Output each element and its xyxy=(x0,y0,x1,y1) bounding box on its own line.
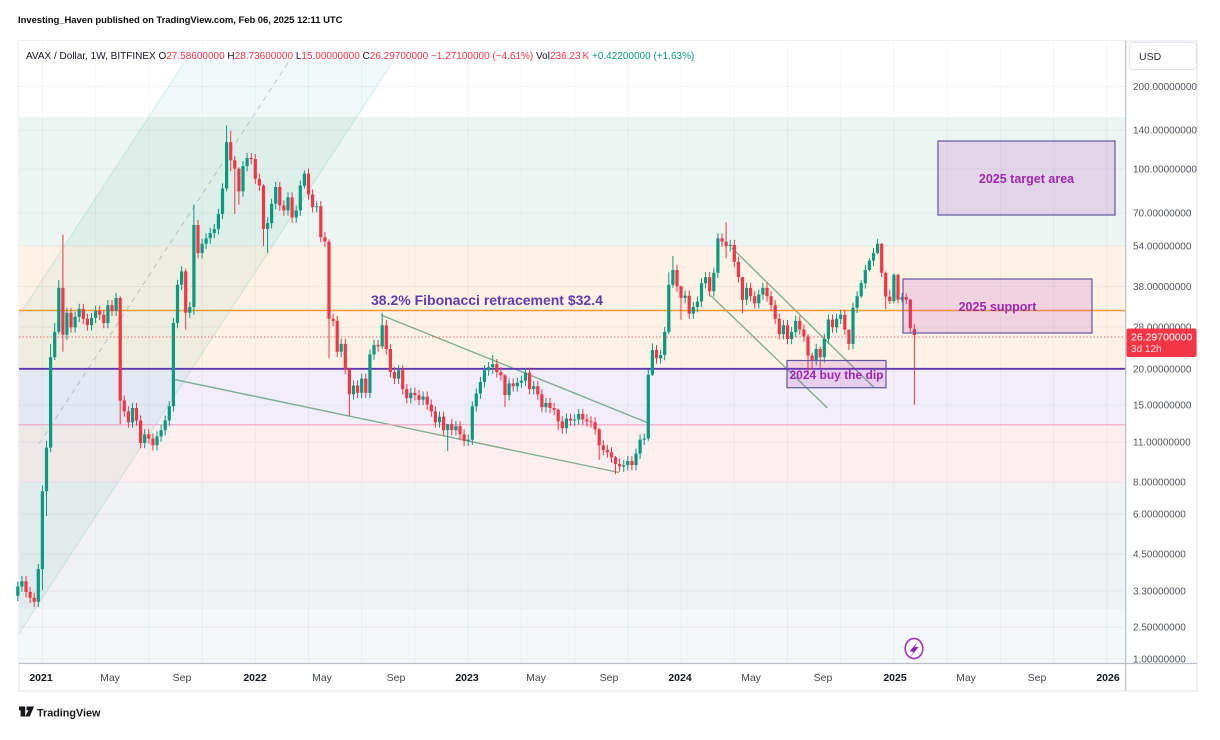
svg-text:Sep: Sep xyxy=(814,672,833,684)
svg-text:100.00000000: 100.00000000 xyxy=(1133,165,1197,176)
svg-text:2.50000000: 2.50000000 xyxy=(1133,623,1186,634)
svg-text:May: May xyxy=(312,672,333,684)
svg-text:AVAX / Dollar, 1W, BITFINEX O2: AVAX / Dollar, 1W, BITFINEX O27.58600000… xyxy=(26,51,694,62)
svg-text:USD: USD xyxy=(1139,51,1162,63)
svg-text:May: May xyxy=(956,672,977,684)
svg-text:2026: 2026 xyxy=(1096,672,1120,684)
svg-text:2023: 2023 xyxy=(455,672,479,684)
svg-text:200.00000000: 200.00000000 xyxy=(1133,82,1197,93)
svg-text:Sep: Sep xyxy=(600,672,619,684)
svg-text:1.00000000: 1.00000000 xyxy=(1133,655,1186,666)
svg-text:TradingView: TradingView xyxy=(37,708,101,720)
svg-text:2022: 2022 xyxy=(243,672,267,684)
svg-text:May: May xyxy=(100,672,121,684)
svg-text:2025 support: 2025 support xyxy=(959,300,1038,314)
svg-text:3.30000000: 3.30000000 xyxy=(1133,587,1186,598)
svg-text:3d 12h: 3d 12h xyxy=(1131,344,1162,355)
svg-text:4.50000000: 4.50000000 xyxy=(1133,550,1186,561)
svg-text:70.00000000: 70.00000000 xyxy=(1133,209,1192,220)
svg-text:Sep: Sep xyxy=(1028,672,1047,684)
svg-text:2021: 2021 xyxy=(29,672,53,684)
svg-text:26.29700000: 26.29700000 xyxy=(1131,332,1192,344)
svg-text:11.00000000: 11.00000000 xyxy=(1133,438,1191,449)
svg-text:May: May xyxy=(741,672,762,684)
svg-text:140.00000000: 140.00000000 xyxy=(1133,126,1197,137)
svg-text:2025: 2025 xyxy=(883,672,907,684)
svg-text:28.00000000: 28.00000000 xyxy=(1133,323,1192,334)
svg-text:20.00000000: 20.00000000 xyxy=(1133,364,1192,375)
svg-text:38.2% Fibonacci retracement $3: 38.2% Fibonacci retracement $32.4 xyxy=(371,292,603,308)
svg-text:38.00000000: 38.00000000 xyxy=(1133,282,1192,293)
svg-text:2024: 2024 xyxy=(668,672,692,684)
svg-text:8.00000000: 8.00000000 xyxy=(1133,478,1186,489)
svg-text:Sep: Sep xyxy=(387,672,406,684)
svg-text:Sep: Sep xyxy=(173,672,192,684)
svg-text:15.00000000: 15.00000000 xyxy=(1133,401,1192,412)
svg-text:2025 target area: 2025 target area xyxy=(979,172,1075,186)
svg-text:54.00000000: 54.00000000 xyxy=(1133,242,1192,253)
svg-text:May: May xyxy=(526,672,547,684)
svg-text:2024 buy the dip: 2024 buy the dip xyxy=(789,368,883,382)
svg-text:6.00000000: 6.00000000 xyxy=(1133,510,1186,521)
